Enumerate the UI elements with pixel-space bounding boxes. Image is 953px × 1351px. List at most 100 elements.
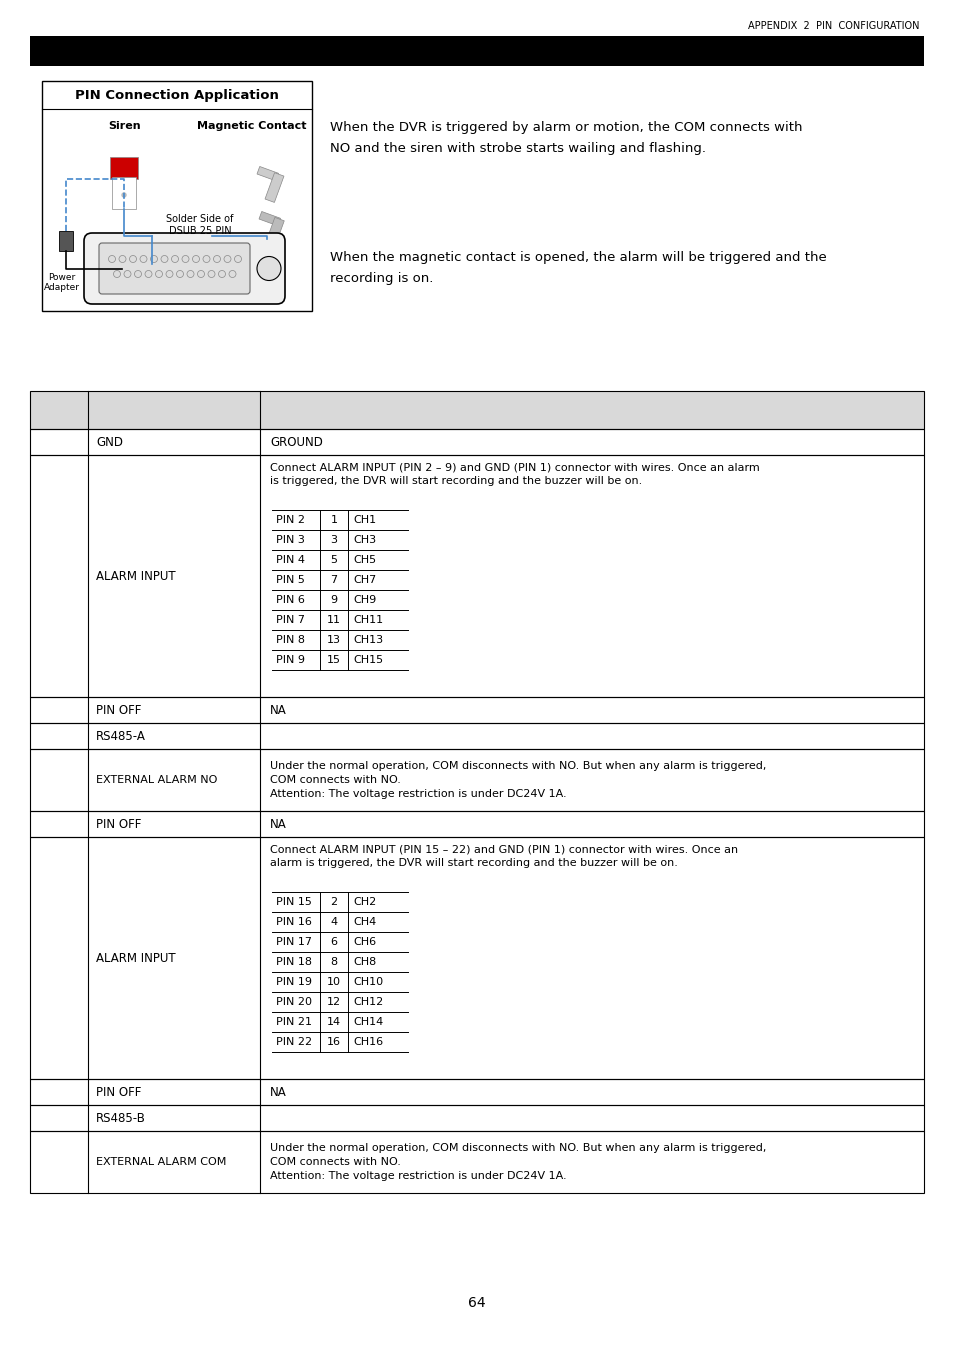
Text: Magnetic Contact: Magnetic Contact: [197, 122, 307, 131]
Text: PIN OFF: PIN OFF: [96, 817, 141, 831]
Circle shape: [130, 255, 136, 262]
Text: 11: 11: [327, 615, 340, 626]
Text: 6: 6: [330, 938, 337, 947]
Text: CH5: CH5: [353, 555, 375, 565]
Text: PIN 20: PIN 20: [275, 997, 312, 1006]
Text: 8: 8: [330, 957, 337, 967]
Text: 13: 13: [327, 635, 340, 644]
Circle shape: [134, 270, 141, 277]
Circle shape: [234, 255, 241, 262]
Circle shape: [122, 193, 126, 197]
Circle shape: [161, 255, 168, 262]
Text: NA: NA: [270, 704, 287, 716]
Text: CH9: CH9: [353, 594, 375, 605]
Circle shape: [224, 255, 231, 262]
Text: CH3: CH3: [353, 535, 375, 544]
Text: PIN 2: PIN 2: [275, 515, 305, 526]
Circle shape: [229, 270, 235, 277]
Bar: [30, 455, 923, 697]
Circle shape: [124, 270, 131, 277]
Bar: [30, 1105, 923, 1131]
Bar: [30, 697, 923, 723]
Bar: [30, 723, 923, 748]
Circle shape: [140, 255, 147, 262]
Text: CH14: CH14: [353, 1017, 383, 1027]
Circle shape: [151, 255, 157, 262]
FancyBboxPatch shape: [84, 232, 285, 304]
Bar: [30, 811, 923, 838]
Bar: [256, 166, 278, 181]
Text: 15: 15: [327, 655, 340, 665]
Circle shape: [193, 255, 199, 262]
Text: 5: 5: [330, 555, 337, 565]
Text: 16: 16: [327, 1038, 340, 1047]
Circle shape: [182, 255, 189, 262]
Text: PIN OFF: PIN OFF: [96, 1085, 141, 1098]
Text: Connect ALARM INPUT (PIN 15 – 22) and GND (PIN 1) connector with wires. Once an
: Connect ALARM INPUT (PIN 15 – 22) and GN…: [270, 844, 738, 869]
Bar: [30, 36, 923, 66]
Text: CH2: CH2: [353, 897, 375, 907]
Text: Under the normal operation, COM disconnects with NO. But when any alarm is trigg: Under the normal operation, COM disconne…: [270, 762, 765, 798]
Text: CH4: CH4: [353, 917, 375, 927]
Circle shape: [187, 270, 193, 277]
Text: PIN 5: PIN 5: [275, 576, 305, 585]
Text: NA: NA: [270, 817, 287, 831]
Text: ALARM INPUT: ALARM INPUT: [96, 570, 175, 582]
Text: APPENDIX  2  PIN  CONFIGURATION: APPENDIX 2 PIN CONFIGURATION: [748, 22, 919, 31]
Text: CH8: CH8: [353, 957, 375, 967]
Bar: [112, 177, 136, 209]
Text: EXTERNAL ALARM COM: EXTERNAL ALARM COM: [96, 1156, 226, 1167]
Circle shape: [155, 270, 162, 277]
Text: GROUND: GROUND: [270, 435, 322, 449]
Circle shape: [256, 257, 281, 281]
Text: PIN 4: PIN 4: [275, 555, 305, 565]
Circle shape: [119, 255, 126, 262]
Circle shape: [109, 255, 115, 262]
Text: RS485-B: RS485-B: [96, 1112, 146, 1124]
Circle shape: [213, 255, 220, 262]
Text: When the magnetic contact is opened, the alarm will be triggered and the
recordi: When the magnetic contact is opened, the…: [330, 251, 826, 285]
Circle shape: [176, 270, 183, 277]
Text: 64: 64: [468, 1296, 485, 1310]
Text: PIN 9: PIN 9: [275, 655, 305, 665]
Text: 9: 9: [330, 594, 337, 605]
Text: 2: 2: [330, 897, 337, 907]
Text: PIN 8: PIN 8: [275, 635, 305, 644]
Text: CH1: CH1: [353, 515, 375, 526]
Text: CH7: CH7: [353, 576, 375, 585]
Circle shape: [166, 270, 172, 277]
Bar: [267, 218, 284, 242]
Circle shape: [208, 270, 214, 277]
Text: When the DVR is triggered by alarm or motion, the COM connects with
NO and the s: When the DVR is triggered by alarm or mo…: [330, 122, 801, 155]
Text: 14: 14: [327, 1017, 341, 1027]
Circle shape: [113, 270, 120, 277]
Bar: [265, 173, 284, 203]
Bar: [258, 212, 280, 226]
Text: PIN OFF: PIN OFF: [96, 704, 141, 716]
Text: PIN 19: PIN 19: [275, 977, 312, 988]
FancyBboxPatch shape: [99, 243, 250, 295]
Text: PIN 3: PIN 3: [275, 535, 305, 544]
Text: CH10: CH10: [353, 977, 383, 988]
Text: CH16: CH16: [353, 1038, 383, 1047]
Text: NA: NA: [270, 1085, 287, 1098]
Circle shape: [218, 270, 225, 277]
Text: 3: 3: [330, 535, 337, 544]
Circle shape: [203, 255, 210, 262]
Bar: [42, 81, 312, 311]
Text: PIN 6: PIN 6: [275, 594, 305, 605]
Bar: [30, 748, 923, 811]
Bar: [30, 838, 923, 1079]
Text: Under the normal operation, COM disconnects with NO. But when any alarm is trigg: Under the normal operation, COM disconne…: [270, 1143, 765, 1181]
Bar: [59, 231, 73, 251]
Text: PIN 17: PIN 17: [275, 938, 312, 947]
Text: CH6: CH6: [353, 938, 375, 947]
Text: CH12: CH12: [353, 997, 383, 1006]
Text: RS485-A: RS485-A: [96, 730, 146, 743]
Text: PIN 22: PIN 22: [275, 1038, 312, 1047]
Text: CH15: CH15: [353, 655, 383, 665]
Circle shape: [197, 270, 204, 277]
Text: PIN 21: PIN 21: [275, 1017, 312, 1027]
Text: Siren: Siren: [109, 122, 141, 131]
Text: 1: 1: [330, 515, 337, 526]
